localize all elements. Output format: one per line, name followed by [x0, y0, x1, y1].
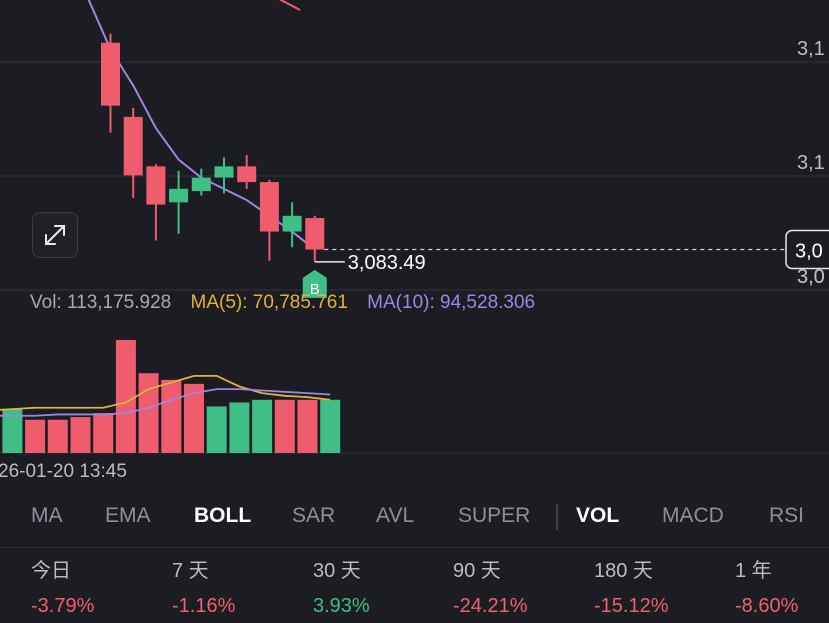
volume-bar [274, 399, 295, 453]
expand-arrows-icon[interactable] [32, 212, 78, 258]
tab-separator [556, 504, 558, 530]
tab-macd[interactable]: MACD [662, 504, 724, 527]
perf-label: 180 天 [594, 560, 653, 582]
perf-value: -15.12% [594, 595, 669, 617]
volume-bar [252, 399, 273, 453]
volume-ma10: MA(10): 94,528.306 [367, 292, 536, 313]
perf-label: 1 年 [735, 560, 772, 582]
perf-label: 今日 [31, 560, 71, 582]
candle[interactable] [123, 107, 143, 198]
candle[interactable] [237, 155, 257, 189]
tab-avl[interactable]: AVL [376, 504, 415, 527]
price-chart[interactable]: 3,03,083.49B 3,13,13,03,0 [0, 0, 829, 500]
perf-30d[interactable]: 30 天 3.93% [313, 552, 370, 618]
volume-bar [297, 399, 318, 453]
volume-bar [70, 417, 91, 453]
volume-bar [229, 402, 250, 453]
volume-bar [93, 413, 114, 453]
candle[interactable] [282, 202, 302, 248]
perf-90d[interactable]: 90 天 -24.21% [453, 552, 528, 618]
candle[interactable] [169, 170, 189, 234]
perf-value: -24.21% [453, 595, 528, 617]
volume-bar [320, 399, 341, 453]
perf-label: 90 天 [453, 560, 501, 582]
perf-7d[interactable]: 7 天 -1.16% [172, 552, 235, 618]
last-price-tag-text: 3,0 [795, 241, 823, 263]
perf-label: 30 天 [313, 560, 361, 582]
perf-1y[interactable]: 1 年 -8.60% [735, 552, 798, 618]
volume-bar [138, 373, 159, 453]
volume-value: Vol: 113,175.928 [30, 292, 172, 313]
price-axis-label: 3,1 [797, 152, 825, 174]
tab-super[interactable]: SUPER [458, 504, 531, 527]
performance-row: 今日 -3.79% 7 天 -1.16% 30 天 3.93% 90 天 -24… [0, 552, 829, 622]
tab-vol[interactable]: VOL [576, 504, 620, 527]
last-price-tag [785, 229, 829, 270]
boll-upper-line [278, 0, 301, 11]
volume-bar [184, 383, 204, 453]
crosshair-time-label: 26-01-20 13:45 [0, 461, 127, 482]
price-axis-label: 3,1 [797, 38, 825, 60]
perf-180d[interactable]: 180 天 -15.12% [594, 552, 669, 618]
candle[interactable] [214, 157, 234, 194]
candle[interactable] [305, 215, 325, 262]
volume-bar [25, 419, 46, 453]
buy-marker[interactable]: B [302, 269, 327, 298]
perf-value: -3.79% [31, 595, 95, 617]
volume-legend: Vol: 113,175.928 MA(5): 70,785.761 MA(10… [30, 292, 549, 314]
perf-value: -1.16% [172, 595, 236, 617]
tab-sar[interactable]: SAR [292, 504, 336, 527]
buy-marker-label: B [310, 281, 320, 298]
price-axis-label: 3,0 [797, 266, 825, 288]
volume-bar [115, 339, 136, 453]
candle[interactable] [259, 179, 279, 261]
volume-ma5-line [0, 374, 331, 411]
volume-ma10-line [0, 388, 331, 417]
volume-bar [47, 419, 68, 453]
candle[interactable] [191, 168, 211, 196]
tab-rsi[interactable]: RSI [769, 504, 805, 527]
volume-ma5: MA(5): 70,785.761 [190, 292, 348, 313]
volume-bar [2, 409, 23, 453]
indicator-tabs: MA EMA BOLL SAR AVL SUPER VOL MACD RSI [0, 500, 829, 534]
low-price-label: 3,083.49 [348, 252, 426, 274]
perf-value: -8.60% [735, 595, 799, 617]
perf-value: 3.93% [313, 595, 370, 617]
tab-boll[interactable]: BOLL [194, 504, 252, 527]
candle[interactable] [146, 164, 166, 241]
volume-bar [161, 379, 182, 453]
volume-bar [206, 406, 227, 453]
candle[interactable] [101, 33, 120, 133]
tab-ma[interactable]: MA [31, 504, 63, 527]
tab-ema[interactable]: EMA [105, 504, 151, 527]
ma-line [87, 0, 316, 251]
perf-today[interactable]: 今日 -3.79% [31, 552, 94, 618]
price-axis-label: 3,0 [797, 266, 825, 288]
divider [0, 547, 829, 548]
perf-label: 7 天 [172, 560, 209, 582]
